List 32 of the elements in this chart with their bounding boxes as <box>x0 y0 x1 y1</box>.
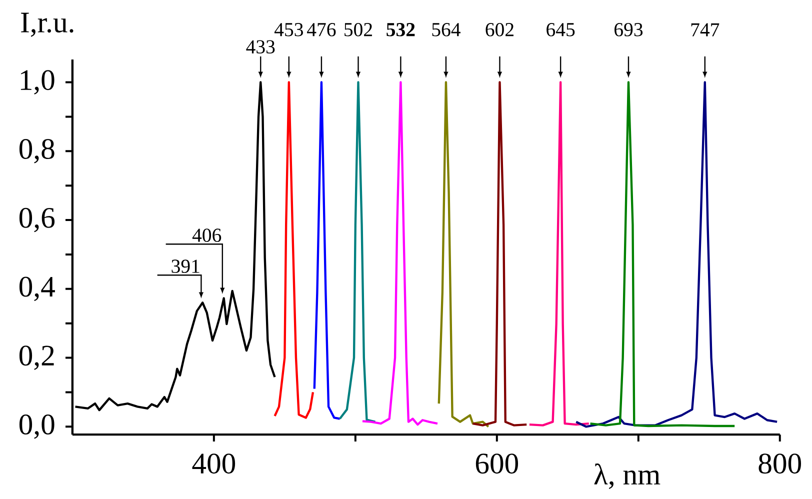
x-tick-label: 400 <box>192 454 236 474</box>
annotation: 476 <box>307 23 336 36</box>
x-axis-title: λ, nm <box>594 464 660 490</box>
y-tick-label: 0,4 <box>19 276 55 302</box>
annotation: 453 <box>274 23 303 36</box>
annotation: 391 <box>172 260 200 273</box>
x-tick-label: 600 <box>476 454 518 474</box>
y-tick-label: 0,6 <box>19 208 55 232</box>
annotation: 693 <box>614 23 643 36</box>
annotation: 406 <box>192 228 222 242</box>
line-series <box>575 81 778 428</box>
line-series <box>589 81 736 428</box>
y-tick-label: 0,8 <box>19 139 54 164</box>
line-series <box>361 81 439 426</box>
annotation: 532 <box>386 23 415 36</box>
annotation: 602 <box>486 23 514 36</box>
line-series <box>528 81 590 426</box>
y-axis-title: I,r.u. <box>21 12 74 37</box>
x-tick-label: 800 <box>758 454 801 474</box>
y-tick-label: 1,0 <box>20 70 54 94</box>
line-series <box>313 81 341 420</box>
annotation: 645 <box>546 23 575 36</box>
line-series <box>274 81 314 419</box>
line-series <box>472 81 528 426</box>
annotation: 433 <box>246 40 275 54</box>
y-tick-label: 0,2 <box>19 346 54 370</box>
y-tick-label: 0,0 <box>19 414 54 439</box>
annotation: 502 <box>344 23 372 36</box>
annotation: 747 <box>691 23 720 36</box>
line-series <box>438 81 490 428</box>
annotation: 564 <box>432 23 460 36</box>
line-series <box>338 81 376 423</box>
